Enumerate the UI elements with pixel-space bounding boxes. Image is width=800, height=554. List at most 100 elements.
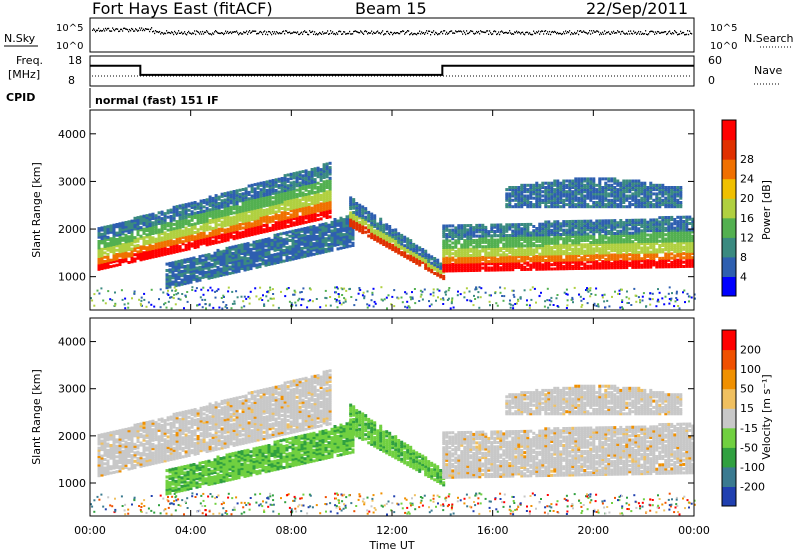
nsky-point bbox=[126, 28, 128, 30]
power-cell bbox=[214, 219, 218, 223]
nsky-point bbox=[626, 32, 628, 34]
power-cell bbox=[298, 220, 302, 223]
power-cell bbox=[259, 194, 263, 198]
power-cell bbox=[520, 227, 524, 231]
power-cell bbox=[294, 250, 298, 254]
power-cell bbox=[127, 261, 131, 264]
power-cell bbox=[598, 243, 602, 246]
nsky-point bbox=[112, 27, 114, 29]
power-cell bbox=[631, 225, 635, 229]
power-cell bbox=[289, 196, 293, 200]
power-cell bbox=[190, 229, 194, 233]
power-cell bbox=[538, 254, 542, 258]
power-cell bbox=[661, 265, 665, 269]
power-cell bbox=[580, 234, 584, 238]
power-cell bbox=[169, 232, 173, 236]
power-cell bbox=[391, 235, 395, 239]
power-cell bbox=[345, 221, 349, 225]
power-cell bbox=[106, 259, 110, 263]
power-cell bbox=[241, 222, 245, 226]
date-title: 22/Sep/2011 bbox=[586, 0, 688, 18]
power-cell bbox=[529, 237, 533, 241]
power-cell bbox=[508, 242, 512, 246]
power-cell bbox=[631, 223, 635, 227]
power-cell bbox=[292, 172, 296, 176]
power-cell bbox=[313, 184, 317, 188]
power-cell bbox=[261, 238, 265, 242]
power-cell bbox=[415, 246, 419, 250]
power-cell bbox=[523, 183, 527, 187]
power-cell bbox=[586, 232, 590, 236]
nsky-point bbox=[633, 30, 635, 32]
power-cell bbox=[226, 221, 230, 225]
power-cell bbox=[192, 260, 196, 264]
power-cell bbox=[351, 235, 355, 239]
power-cell bbox=[274, 204, 278, 207]
power-cell bbox=[186, 270, 190, 274]
nsky-point bbox=[471, 30, 473, 32]
power-cell bbox=[270, 240, 274, 244]
nsky-point bbox=[622, 30, 624, 33]
power-cell bbox=[634, 242, 638, 246]
power-cell bbox=[235, 208, 239, 212]
power-cell bbox=[535, 250, 539, 254]
power-cell bbox=[249, 252, 253, 256]
power-cell bbox=[280, 213, 284, 217]
power-cell bbox=[523, 257, 527, 261]
power-cell bbox=[505, 227, 509, 231]
nsky-point bbox=[646, 33, 648, 35]
nsky-point bbox=[300, 32, 302, 34]
power-cell bbox=[178, 238, 182, 242]
power-cell bbox=[322, 182, 326, 186]
power-cell bbox=[142, 244, 146, 248]
power-cell bbox=[469, 256, 473, 260]
power-cell bbox=[652, 257, 656, 260]
power-cell bbox=[151, 212, 155, 216]
power-cell bbox=[280, 226, 284, 230]
power-cell bbox=[637, 265, 641, 269]
power-cell bbox=[268, 211, 272, 215]
power-cell bbox=[442, 258, 446, 262]
power-cell bbox=[313, 218, 317, 222]
power-cell bbox=[289, 194, 293, 198]
power-cell bbox=[184, 248, 188, 252]
power-cell bbox=[487, 266, 491, 270]
nsky-point bbox=[509, 30, 511, 32]
power-cell bbox=[234, 249, 238, 253]
nsky-point bbox=[394, 31, 396, 34]
power-cell bbox=[676, 254, 680, 258]
power-cell bbox=[246, 263, 250, 267]
power-cell bbox=[202, 209, 206, 213]
power-cell bbox=[219, 263, 223, 267]
power-cell bbox=[319, 211, 323, 214]
power-cell bbox=[139, 256, 143, 260]
power-cell bbox=[289, 215, 293, 219]
power-cell bbox=[304, 171, 308, 175]
nsearch-tick-top: 10^5 bbox=[710, 23, 737, 34]
power-cell bbox=[243, 242, 247, 246]
power-cell bbox=[685, 219, 689, 223]
power-cell bbox=[625, 229, 629, 233]
power-cell bbox=[265, 210, 269, 214]
power-cell bbox=[523, 225, 527, 229]
power-cell bbox=[301, 208, 305, 212]
nsky-point bbox=[357, 31, 359, 33]
power-cell bbox=[124, 225, 128, 229]
power-cell bbox=[262, 215, 266, 219]
power-cell bbox=[106, 235, 110, 239]
power-cell bbox=[100, 262, 104, 266]
power-cell bbox=[330, 231, 334, 235]
power-cell bbox=[208, 197, 212, 201]
nsky-point bbox=[321, 33, 323, 35]
power-cell bbox=[409, 247, 413, 251]
power-cell bbox=[177, 266, 181, 270]
nsky-point bbox=[593, 30, 595, 32]
nsky-point bbox=[347, 32, 349, 35]
power-cell bbox=[580, 262, 584, 266]
power-cell bbox=[148, 256, 152, 260]
power-cell bbox=[252, 242, 256, 246]
power-cell bbox=[364, 215, 368, 219]
power-cell bbox=[367, 219, 371, 223]
nsky-point bbox=[616, 32, 618, 34]
